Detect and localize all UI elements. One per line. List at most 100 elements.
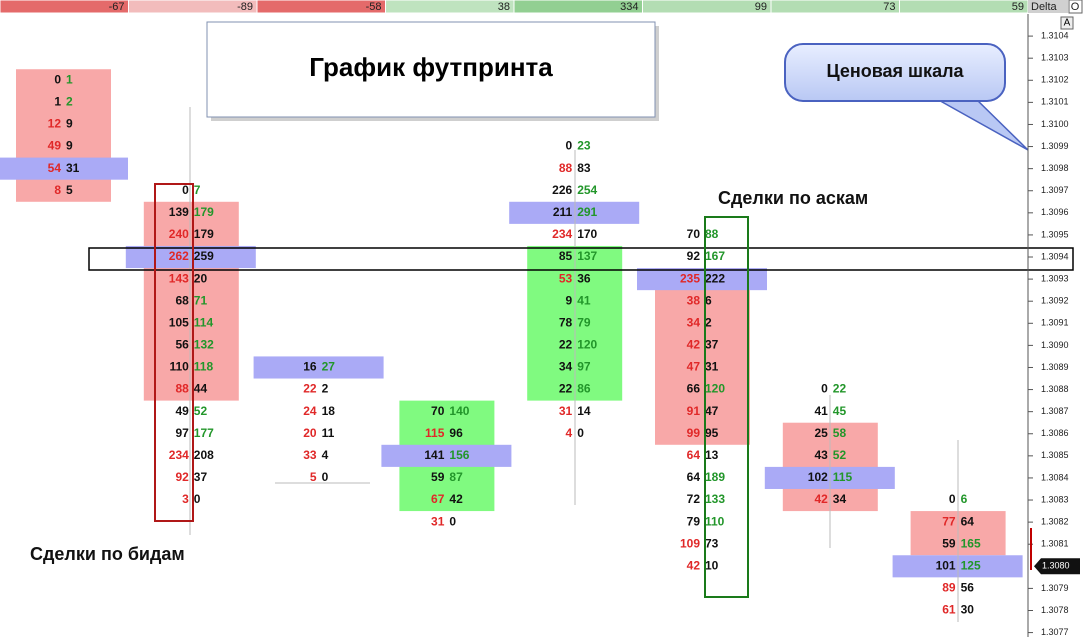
y-tick-label: 1.3087 <box>1041 406 1069 416</box>
bid-volume: 88 <box>559 161 573 175</box>
bid-volume: 34 <box>687 315 701 329</box>
delta-label: Delta <box>1031 1 1058 13</box>
poc-row <box>637 268 767 291</box>
bid-volume: 70 <box>431 404 445 418</box>
bid-volume: 115 <box>425 426 445 440</box>
ask-volume: 222 <box>705 271 725 285</box>
scale-button-label[interactable]: A <box>1064 18 1071 29</box>
y-tick-label: 1.3090 <box>1041 340 1069 350</box>
ask-volume: 156 <box>449 448 469 462</box>
y-tick-label: 1.3101 <box>1041 97 1069 107</box>
y-tick-label: 1.3086 <box>1041 428 1069 438</box>
bid-volume: 54 <box>48 161 62 175</box>
bid-volume: 59 <box>942 536 956 550</box>
ask-volume: 44 <box>194 382 208 396</box>
bid-volume: 38 <box>687 293 701 307</box>
ask-volume: 2 <box>66 95 73 109</box>
scale-button[interactable] <box>1060 16 1074 30</box>
bid-volume: 49 <box>175 404 189 418</box>
ask-volume: 64 <box>961 514 975 528</box>
bid-volume: 92 <box>687 249 701 263</box>
ask-volume: 10 <box>705 558 719 572</box>
delta-value: 59 <box>1012 1 1024 13</box>
ask-volume: 4 <box>322 448 329 462</box>
bid-volume: 5 <box>310 470 317 484</box>
bid-volume: 77 <box>942 514 956 528</box>
value-area <box>655 268 750 445</box>
ask-volume: 97 <box>577 360 591 374</box>
ask-volume: 133 <box>705 492 725 506</box>
delta-value: -89 <box>237 1 253 13</box>
bid-volume: 16 <box>303 360 317 374</box>
bid-volume: 78 <box>559 315 573 329</box>
ask-volume: 254 <box>577 183 597 197</box>
y-tick-label: 1.3079 <box>1041 583 1069 593</box>
bid-volume: 22 <box>559 338 573 352</box>
ask-volume: 11 <box>322 426 335 440</box>
ask-volume: 6 <box>961 492 968 506</box>
ask-volume: 2 <box>705 315 712 329</box>
ask-volume: 189 <box>705 470 725 484</box>
y-tick-label: 1.3092 <box>1041 296 1069 306</box>
bid-volume: 24 <box>303 404 317 418</box>
ask-volume: 1 <box>66 72 73 86</box>
bid-volume: 67 <box>431 492 445 506</box>
ask-volume: 259 <box>194 249 214 263</box>
top-button-label[interactable]: O <box>1071 1 1080 13</box>
poc-row <box>381 444 512 467</box>
bid-volume: 211 <box>553 205 573 219</box>
bid-volume: 92 <box>175 470 189 484</box>
bid-volume: 105 <box>169 315 189 329</box>
delta-cell <box>770 0 900 14</box>
bid-volume: 226 <box>552 183 572 197</box>
callout-text: Ценовая шкала <box>826 61 964 81</box>
bid-volume: 42 <box>687 338 701 352</box>
delta-value: 38 <box>498 1 510 13</box>
ask-volume: 177 <box>194 426 214 440</box>
y-tick-label: 1.3104 <box>1041 30 1069 40</box>
ask-volume: 20 <box>194 271 208 285</box>
ask-volume: 13 <box>705 448 719 462</box>
poc-row <box>253 356 384 379</box>
y-tick-label: 1.3094 <box>1041 251 1069 261</box>
ask-volume: 37 <box>705 338 719 352</box>
ask-volume: 31 <box>66 161 80 175</box>
bid-volume: 0 <box>949 492 956 506</box>
delta-cell <box>642 0 772 14</box>
bid-volume: 0 <box>54 72 61 86</box>
bid-volume: 143 <box>169 271 189 285</box>
ask-volume: 0 <box>194 492 201 506</box>
bid-volume: 3 <box>182 492 189 506</box>
last-price-box <box>1034 558 1080 575</box>
y-tick-label: 1.3097 <box>1041 185 1069 195</box>
bid-volume: 42 <box>687 558 701 572</box>
ask-volume: 30 <box>961 603 975 617</box>
bid-volume: 235 <box>680 271 700 285</box>
ask-volume: 79 <box>577 315 591 329</box>
ask-volume: 118 <box>194 360 214 374</box>
y-tick-label: 1.3084 <box>1041 472 1069 482</box>
top-button[interactable] <box>1068 0 1083 14</box>
ask-volume: 0 <box>322 470 329 484</box>
ask-volume: 52 <box>194 404 208 418</box>
bid-volume: 33 <box>303 448 317 462</box>
ask-volume: 140 <box>449 404 469 418</box>
bid-volume: 8 <box>54 183 61 197</box>
delta-value: 73 <box>883 1 895 13</box>
annotation: Сделки по аскам <box>718 188 868 208</box>
ask-volume: 120 <box>577 338 597 352</box>
ask-volume: 45 <box>833 404 847 418</box>
bid-volume: 101 <box>936 558 956 572</box>
value-area <box>143 201 239 401</box>
ask-volume: 47 <box>705 404 719 418</box>
delta-value: 99 <box>755 1 767 13</box>
bid-volume: 99 <box>687 426 701 440</box>
delta-value: -67 <box>109 1 125 13</box>
y-tick-label: 1.3078 <box>1041 605 1069 615</box>
bid-volume: 79 <box>687 514 701 528</box>
bid-volume: 31 <box>431 514 445 528</box>
ask-volume: 23 <box>577 139 591 153</box>
value-area <box>16 69 111 202</box>
annotation: Сделки по бидам <box>30 544 185 564</box>
delta-cell <box>899 0 1029 14</box>
